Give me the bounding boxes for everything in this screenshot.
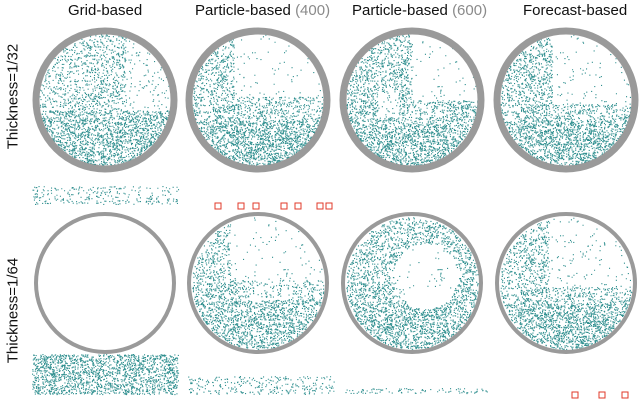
panel-grid-thin-particles: [39, 34, 171, 167]
panel-particle600-thin-particles-dots: [346, 34, 479, 167]
panel-particle600-thick-leaked-particles: [345, 388, 488, 395]
panel-forecast-thick-container: [495, 212, 637, 354]
column-header-particle-600: Particle-based (600): [352, 2, 487, 19]
panel-particle400-thin-particles-dots: [192, 34, 325, 168]
column-header-grid-based: Grid-based: [68, 2, 142, 19]
panel-particle600-thick-particles-dots: [346, 217, 479, 350]
column-resolution: (400): [295, 2, 331, 19]
panel-grid-thick-leaked-particles: [31, 354, 180, 396]
panel-particle400-thick-particles: [192, 217, 325, 350]
column-label: Particle-based: [352, 2, 448, 19]
failure-marker-row2-2: [621, 391, 629, 399]
panel-particle400-thin-container: [185, 27, 331, 173]
panel-particle600-thick-particles: [346, 217, 479, 350]
failure-marker-row2-1: [598, 391, 606, 399]
panel-particle400-thin-particles: [192, 34, 325, 168]
panel-particle400-thick-leaked-particles: [188, 376, 335, 395]
column-header-forecast-based: Forecast-based: [523, 2, 627, 19]
panel-grid-thin-leaked-particles: [32, 186, 180, 205]
failure-marker-row2-0: [571, 391, 579, 399]
panel-particle600-thin-container: [339, 27, 485, 173]
panel-particle600-thick-container: [341, 212, 483, 354]
failure-marker-row1-4: [294, 202, 302, 210]
panel-grid-thick-container: [34, 212, 176, 354]
column-label: Particle-based: [195, 2, 291, 19]
failure-marker-row1-1: [237, 202, 245, 210]
panel-particle400-thick-container: [187, 212, 329, 354]
panel-particle400-thick-particles-dots: [192, 217, 325, 350]
panel-grid-thin-container: [32, 27, 178, 173]
panel-forecast-thick-particles: [500, 217, 633, 350]
panel-forecast-thin-particles: [500, 34, 633, 168]
panel-forecast-thick-particles-dots: [500, 217, 633, 350]
panel-forecast-thin-particles-dots: [500, 34, 633, 168]
panel-forecast-thin-container: [493, 27, 639, 173]
failure-marker-row1-5: [316, 202, 324, 210]
failure-marker-row1-2: [252, 202, 260, 210]
failure-marker-row1-0: [214, 202, 222, 210]
column-resolution: (600): [452, 2, 488, 19]
column-label: Forecast-based: [523, 2, 628, 19]
column-label: Grid-based: [68, 2, 143, 19]
panel-particle600-thin-particles: [346, 34, 479, 167]
failure-marker-row1-3: [280, 202, 288, 210]
column-header-particle-400: Particle-based (400): [195, 2, 330, 19]
panel-grid-thin-particles-dots: [39, 34, 171, 167]
failure-marker-row1-6: [325, 202, 333, 210]
